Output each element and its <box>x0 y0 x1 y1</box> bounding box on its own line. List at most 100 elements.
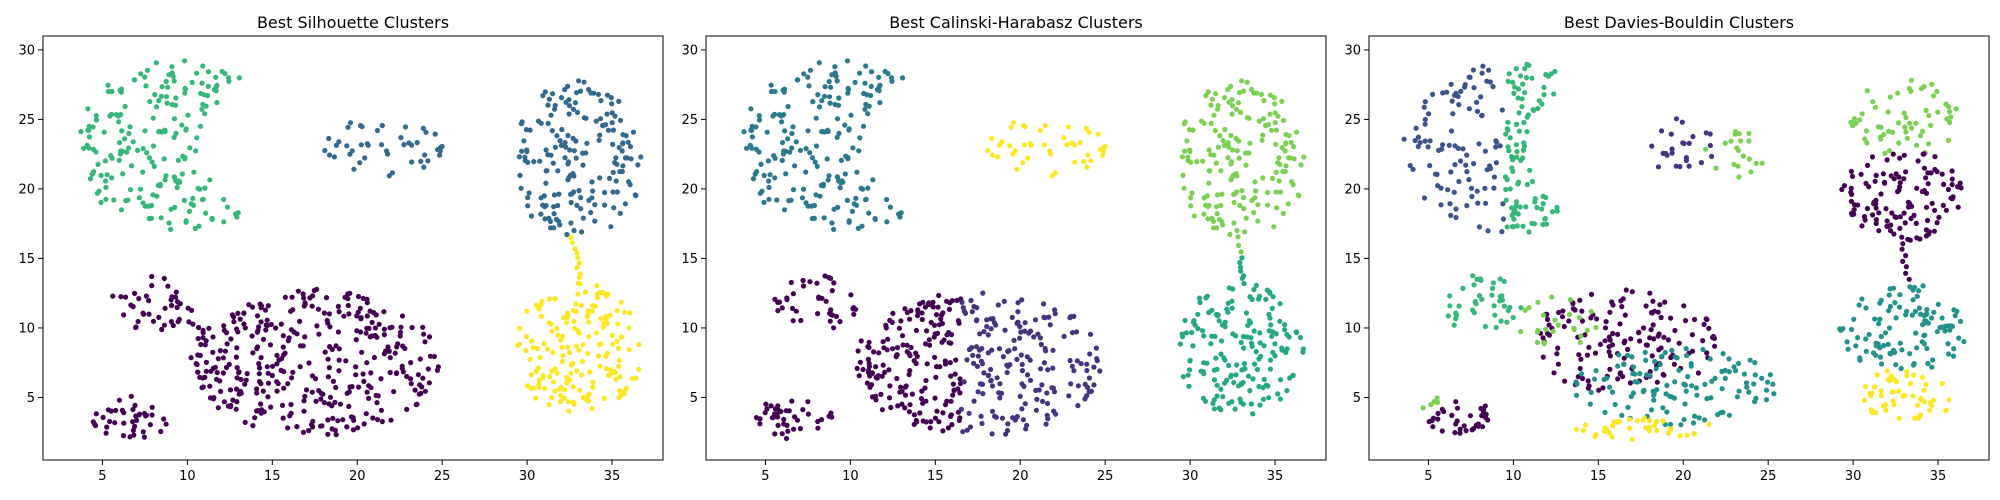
chart-title: Best Calinski-Harabasz Clusters <box>889 13 1142 32</box>
scatter-point <box>1855 202 1861 208</box>
scatter-point <box>161 156 167 162</box>
scatter-point <box>1946 351 1952 357</box>
scatter-point <box>611 205 617 211</box>
scatter-point <box>1942 328 1948 334</box>
scatter-point <box>1916 305 1922 311</box>
scatter-point <box>1201 333 1207 339</box>
scatter-point <box>1205 216 1211 222</box>
scatter-point <box>379 419 385 425</box>
scatter-point <box>1895 189 1901 195</box>
scatter-point <box>1746 389 1752 395</box>
scatter-point <box>555 332 561 338</box>
scatter-point <box>924 328 930 334</box>
scatter-point <box>1914 402 1921 408</box>
scatter-point <box>838 157 844 163</box>
scatter-point <box>1226 362 1232 369</box>
scatter-point <box>1043 421 1049 427</box>
scatter-point <box>564 320 570 326</box>
scatter-point <box>108 153 114 159</box>
scatter-point <box>1681 381 1687 387</box>
scatter-point <box>566 111 572 117</box>
scatter-point <box>757 421 763 427</box>
scatter-point <box>926 300 932 306</box>
scatter-point <box>336 309 342 315</box>
scatter-point <box>1038 366 1044 372</box>
scatter-point <box>828 410 834 416</box>
scatter-point <box>190 202 197 208</box>
scatter-point <box>834 134 840 140</box>
scatter-point <box>1214 204 1220 210</box>
scatter-point <box>623 385 629 391</box>
plot-frame <box>42 35 664 461</box>
scatter-point <box>904 349 910 355</box>
scatter-point <box>541 193 547 199</box>
scatter-point <box>1427 163 1433 169</box>
scatter-point <box>1921 399 1927 405</box>
scatter-point <box>985 350 991 356</box>
scatter-point <box>1261 376 1267 382</box>
scatter-point <box>895 403 901 409</box>
scatter-point <box>1890 151 1896 157</box>
scatter-point <box>1061 333 1067 339</box>
scatter-points <box>78 58 644 440</box>
scatter-point <box>1648 407 1655 413</box>
scatter-point <box>1233 106 1239 112</box>
scatter-point <box>1218 386 1224 392</box>
scatter-point <box>87 176 94 182</box>
scatter-point <box>884 219 890 225</box>
scatter-point <box>1882 330 1889 336</box>
scatter-point <box>933 374 939 380</box>
scatter-point <box>1290 144 1297 150</box>
scatter-point <box>1885 341 1891 347</box>
scatter-point <box>1929 364 1935 370</box>
scatter-point <box>1499 107 1505 113</box>
scatter-point <box>584 140 590 146</box>
scatter-point <box>1453 214 1459 221</box>
scatter-point <box>834 116 841 122</box>
scatter-point <box>1898 365 1904 372</box>
scatter-point <box>1188 195 1194 201</box>
scatter-point <box>134 417 140 423</box>
scatter-point <box>1504 319 1510 325</box>
scatter-point <box>1535 105 1541 112</box>
scatter-point <box>1706 325 1712 331</box>
scatter-point <box>270 363 276 369</box>
scatter-point <box>1004 428 1011 434</box>
scatter-point <box>159 326 165 333</box>
scatter-point <box>110 293 116 299</box>
scatter-point <box>150 143 157 149</box>
scatter-point <box>765 158 771 164</box>
scatter-point <box>1093 345 1099 351</box>
scatter-point <box>1886 308 1892 314</box>
scatter-point <box>1913 120 1919 126</box>
scatter-point <box>417 356 423 362</box>
scatter-point <box>1258 91 1264 97</box>
scatter-point <box>1522 90 1528 96</box>
scatter-point <box>195 185 201 191</box>
scatter-point <box>289 294 295 300</box>
scatter-point <box>1586 344 1592 350</box>
scatter-point <box>130 419 136 425</box>
scatter-point <box>1539 206 1545 212</box>
scatter-point <box>1698 160 1704 166</box>
scatter-point <box>586 319 592 325</box>
scatter-point <box>1882 180 1888 186</box>
scatter-point <box>568 220 574 226</box>
scatter-point <box>381 332 387 338</box>
scatter-point <box>163 421 169 427</box>
scatter-point <box>813 192 819 198</box>
scatter-point <box>112 420 118 426</box>
scatter-point <box>1902 220 1908 226</box>
scatter-point <box>988 366 994 373</box>
scatter-point <box>792 163 798 169</box>
scatter-point <box>280 344 286 350</box>
scatter-point <box>549 394 555 400</box>
scatter-point <box>1086 375 1092 381</box>
scatter-point <box>602 189 608 196</box>
scatter-point <box>613 376 619 382</box>
scatter-point <box>553 216 559 222</box>
scatter-point <box>225 75 232 81</box>
scatter-point <box>1709 153 1715 159</box>
scatter-point <box>1274 205 1280 211</box>
scatter-point <box>226 361 232 367</box>
